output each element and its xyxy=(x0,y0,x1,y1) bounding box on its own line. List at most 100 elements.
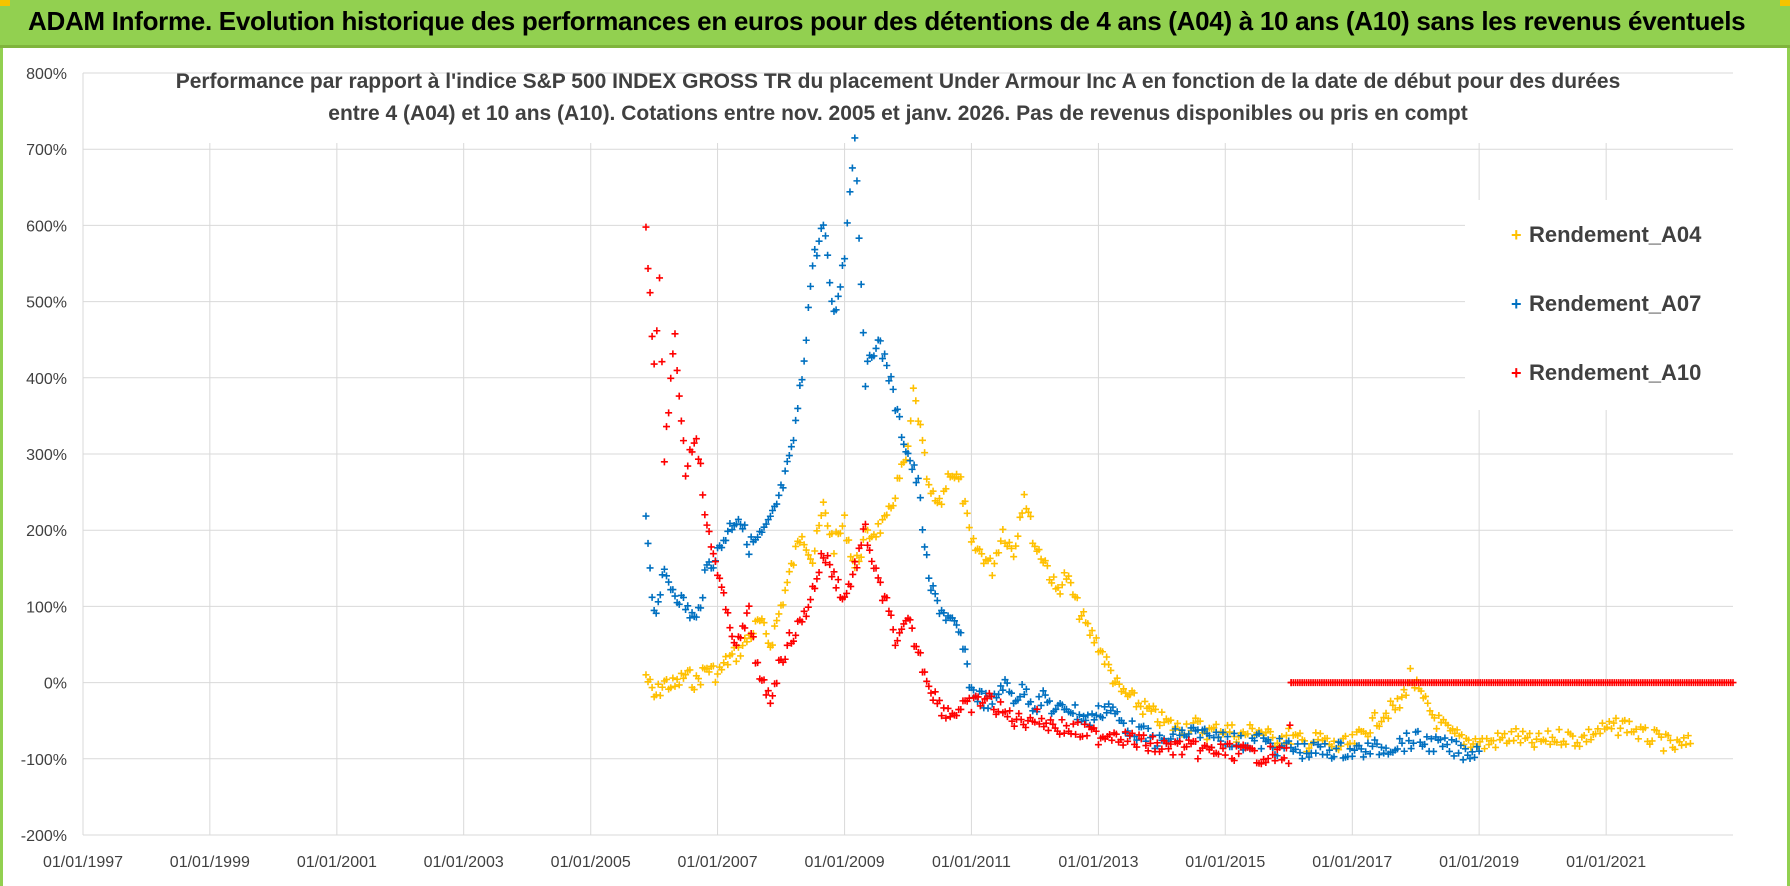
point-rendement-a10 xyxy=(1169,751,1177,759)
scatter-chart: 800% 700% 600% 500% 400% 300% 200% 100% 0% -100% -… xyxy=(21,66,1737,871)
point-rendement-a04 xyxy=(1587,736,1595,744)
y-tick-label: 300% xyxy=(26,447,67,464)
point-rendement-a04 xyxy=(1417,687,1425,695)
point-rendement-a04 xyxy=(1632,725,1640,733)
point-rendement-a10 xyxy=(692,435,700,443)
point-rendement-a07 xyxy=(1421,740,1429,748)
point-rendement-a10 xyxy=(1006,707,1014,715)
point-rendement-a04 xyxy=(669,674,677,682)
point-rendement-a07 xyxy=(1396,735,1404,743)
point-rendement-a10 xyxy=(658,358,666,366)
point-rendement-a04 xyxy=(1660,747,1668,755)
point-rendement-a10 xyxy=(1185,736,1193,744)
point-rendement-a04 xyxy=(1152,705,1159,713)
point-rendement-a10 xyxy=(861,520,869,528)
point-rendement-a07 xyxy=(1407,745,1415,753)
point-rendement-a07 xyxy=(1439,742,1447,750)
point-rendement-a04 xyxy=(1305,744,1313,752)
point-rendement-a04 xyxy=(853,551,861,559)
point-rendement-a04 xyxy=(904,442,912,450)
point-rendement-a04 xyxy=(1092,634,1100,642)
point-rendement-a10 xyxy=(677,417,685,425)
point-rendement-a07 xyxy=(743,541,751,549)
point-rendement-a04 xyxy=(1424,699,1432,707)
point-rendement-a07 xyxy=(927,586,935,594)
series-points xyxy=(642,134,1737,768)
point-rendement-a07 xyxy=(1332,744,1340,752)
legend-item-a10: + Rendement_A10 xyxy=(1465,358,1733,388)
point-rendement-a10 xyxy=(1081,720,1089,728)
point-rendement-a04 xyxy=(1648,737,1656,745)
point-rendement-a10 xyxy=(931,688,939,696)
point-rendement-a10 xyxy=(1142,742,1150,750)
point-rendement-a04 xyxy=(694,675,702,683)
point-rendement-a10 xyxy=(1042,719,1050,727)
point-rendement-a04 xyxy=(1422,692,1430,700)
point-rendement-a07 xyxy=(1022,685,1030,693)
point-rendement-a07 xyxy=(1039,687,1047,695)
point-rendement-a04 xyxy=(819,498,827,506)
point-rendement-a07 xyxy=(864,357,872,365)
point-rendement-a04 xyxy=(1107,666,1115,674)
point-rendement-a07 xyxy=(1212,728,1220,736)
point-rendement-a07 xyxy=(798,376,806,384)
point-rendement-a10 xyxy=(1017,716,1025,724)
point-rendement-a04 xyxy=(857,553,865,561)
legend-label-a10: Rendement_A10 xyxy=(1529,360,1702,385)
point-rendement-a10 xyxy=(1165,745,1173,753)
point-rendement-a04 xyxy=(1027,512,1035,520)
point-rendement-a07 xyxy=(836,283,844,291)
point-rendement-a04 xyxy=(1621,716,1629,724)
point-rendement-a04 xyxy=(1542,737,1550,745)
point-rendement-a04 xyxy=(1548,733,1556,741)
point-rendement-a07 xyxy=(1337,739,1345,747)
point-rendement-a07 xyxy=(790,436,798,444)
point-rendement-a04 xyxy=(1212,720,1220,728)
point-rendement-a04 xyxy=(1485,741,1493,749)
point-rendement-a10 xyxy=(898,625,906,633)
point-rendement-a10 xyxy=(885,607,893,615)
point-rendement-a04 xyxy=(847,553,855,561)
point-rendement-a04 xyxy=(675,681,683,689)
point-rendement-a07 xyxy=(904,449,912,457)
point-rendement-a04 xyxy=(1016,513,1024,521)
point-rendement-a04 xyxy=(876,529,884,537)
point-rendement-a07 xyxy=(1475,747,1483,755)
point-rendement-a10 xyxy=(642,223,650,231)
point-rendement-a07 xyxy=(918,526,926,534)
legend-marker-a10: + xyxy=(1511,363,1522,383)
point-rendement-a07 xyxy=(929,582,937,590)
point-rendement-a04 xyxy=(1533,735,1541,743)
x-tick-label: 01/01/2007 xyxy=(678,854,758,871)
point-rendement-a04 xyxy=(1366,729,1374,737)
point-rendement-a07 xyxy=(1099,714,1107,722)
point-rendement-a04 xyxy=(1614,731,1622,739)
point-rendement-a07 xyxy=(999,686,1007,694)
legend-marker-a04: + xyxy=(1511,225,1522,245)
point-rendement-a04 xyxy=(1393,695,1401,703)
banner-corner-accent-right xyxy=(1780,0,1790,6)
y-tick-label: 600% xyxy=(26,218,67,235)
point-rendement-a10 xyxy=(766,699,774,707)
point-rendement-a04 xyxy=(769,641,777,649)
point-rendement-a04 xyxy=(1641,724,1649,732)
point-rendement-a10 xyxy=(773,679,781,687)
point-rendement-a07 xyxy=(826,279,834,287)
point-rendement-a04 xyxy=(1156,721,1164,729)
point-rendement-a07 xyxy=(1466,755,1474,763)
point-rendement-a07 xyxy=(745,550,753,558)
point-rendement-a07 xyxy=(1003,679,1011,687)
point-rendement-a04 xyxy=(813,527,821,535)
point-rendement-a07 xyxy=(1069,709,1077,717)
point-rendement-a04 xyxy=(1262,729,1270,737)
point-rendement-a07 xyxy=(1185,730,1193,738)
point-rendement-a07 xyxy=(1084,711,1092,719)
point-rendement-a10 xyxy=(994,708,1002,716)
point-rendement-a10 xyxy=(648,332,656,340)
point-rendement-a07 xyxy=(861,382,869,390)
point-rendement-a04 xyxy=(1481,745,1489,753)
point-rendement-a10 xyxy=(1276,743,1284,751)
point-rendement-a04 xyxy=(1680,734,1688,742)
point-rendement-a04 xyxy=(1316,730,1324,738)
point-rendement-a07 xyxy=(1120,719,1128,727)
